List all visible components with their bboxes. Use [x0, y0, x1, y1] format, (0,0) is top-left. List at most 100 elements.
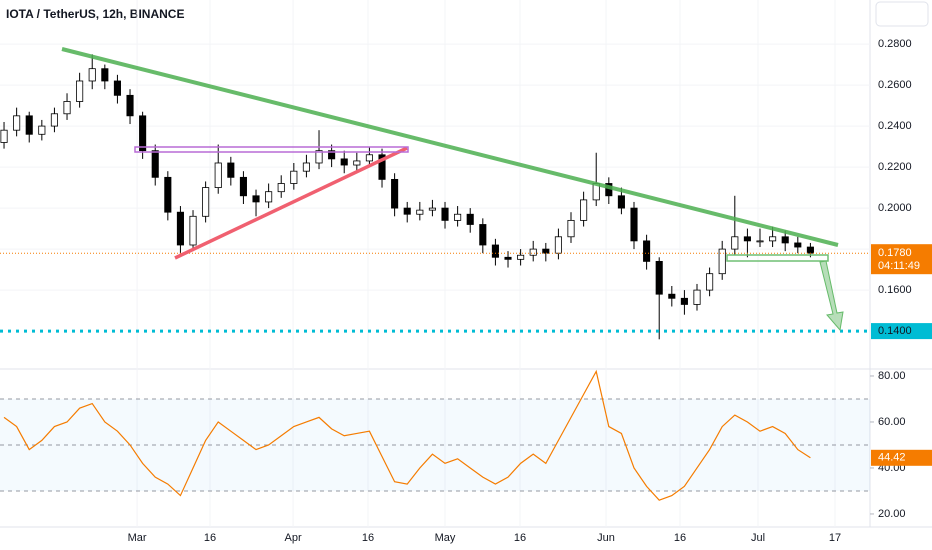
- candle-body: [731, 236, 739, 250]
- candle-body: [302, 162, 310, 172]
- x-tick-label: May: [435, 532, 456, 544]
- candle-body: [113, 80, 121, 96]
- candle-body: [252, 195, 260, 203]
- candle-body: [239, 176, 247, 197]
- rsi-last-box: [871, 449, 932, 466]
- candle-body: [315, 150, 323, 164]
- support-level-box: [871, 323, 932, 340]
- y-tick-label: 0.2400: [878, 120, 912, 132]
- candle-body: [781, 236, 789, 244]
- candle-body: [25, 115, 33, 135]
- candle-body: [63, 101, 71, 115]
- candle-body: [643, 240, 651, 262]
- candle-body: [265, 191, 273, 203]
- x-tick-label: 16: [362, 532, 374, 544]
- y-tick-label: 80.00: [878, 370, 906, 382]
- candle-body: [353, 160, 361, 166]
- candle-body: [139, 115, 147, 152]
- x-tick-label: Mar: [128, 532, 147, 544]
- candle-body: [391, 178, 399, 209]
- candle-body: [718, 248, 726, 275]
- y-tick-label: 60.00: [878, 416, 906, 428]
- candle-body: [794, 242, 802, 248]
- trendline: [61, 47, 839, 247]
- candle-body: [454, 213, 462, 221]
- countdown-label: 04:11:49: [878, 260, 920, 272]
- candle-body: [365, 154, 373, 162]
- rsi-last-label: 44.42: [878, 452, 906, 464]
- candle-body: [693, 289, 701, 305]
- candle-body: [441, 207, 449, 221]
- y-tick-label: 20.00: [878, 508, 906, 520]
- candle-body: [416, 209, 424, 215]
- last-price-label: 0.1780: [878, 247, 912, 259]
- candle-body: [50, 113, 58, 127]
- candle-body: [769, 236, 777, 242]
- y-tick-label: 0.2000: [878, 202, 912, 214]
- resistance-box: [134, 146, 409, 153]
- candle-body: [340, 158, 348, 166]
- candle-body: [542, 248, 550, 254]
- y-tick-label: 0.1600: [878, 284, 912, 296]
- candle-body: [214, 162, 222, 188]
- candle-body: [655, 260, 663, 295]
- candle-body: [378, 154, 386, 180]
- x-tick-label: Jun: [597, 532, 615, 544]
- candle-body: [491, 244, 499, 258]
- candle-body: [76, 80, 84, 102]
- candle-body: [567, 219, 575, 238]
- candle-body: [668, 293, 676, 299]
- x-tick-label: Apr: [285, 532, 302, 544]
- candle-body: [517, 254, 525, 260]
- candle-body: [630, 207, 638, 242]
- candle-body: [0, 129, 8, 143]
- x-tick-label: Jul: [751, 532, 765, 544]
- candle-body: [277, 183, 285, 193]
- candle-body: [580, 199, 588, 221]
- last-price-box: [871, 244, 932, 275]
- candle-body: [101, 68, 109, 82]
- candle-body: [617, 195, 625, 209]
- candle-body: [189, 215, 197, 246]
- trendline: [174, 146, 408, 260]
- candle-body: [202, 187, 210, 217]
- y-tick-label: 0.2200: [878, 161, 912, 173]
- support-box: [726, 254, 829, 262]
- candle-body: [290, 170, 298, 184]
- candle-body: [227, 162, 235, 178]
- candle-body: [151, 150, 159, 178]
- settings-button[interactable]: [875, 1, 929, 27]
- candle-body: [529, 248, 537, 256]
- candle-body: [38, 125, 46, 135]
- candle-body: [126, 94, 134, 117]
- candle-body: [428, 207, 436, 211]
- candle-body: [680, 297, 688, 305]
- candle-body: [706, 273, 714, 291]
- candle-body: [466, 213, 474, 225]
- y-tick-label: 0.2800: [878, 38, 912, 50]
- chart-title: IOTA / TetherUS, 12h, BINANCE: [6, 7, 184, 21]
- x-tick-label: 16: [674, 532, 686, 544]
- candle-body: [328, 150, 336, 160]
- candle-body: [806, 246, 814, 254]
- candle-body: [479, 224, 487, 246]
- support-level-label: 0.1400: [878, 325, 912, 337]
- rsi-line: [3, 369, 811, 501]
- candle-body: [164, 176, 172, 213]
- y-tick-label: 0.2600: [878, 79, 912, 91]
- x-tick-label: 16: [514, 532, 526, 544]
- candle-body: [403, 207, 411, 215]
- candle-body: [88, 68, 96, 82]
- candle-body: [554, 236, 562, 254]
- arrow: [819, 260, 844, 332]
- candle-body: [176, 211, 184, 246]
- candle-body: [504, 256, 512, 260]
- candle-body: [13, 115, 21, 131]
- x-tick-label: 16: [204, 532, 216, 544]
- candle-body: [743, 236, 751, 242]
- x-tick-label: 17: [829, 532, 841, 544]
